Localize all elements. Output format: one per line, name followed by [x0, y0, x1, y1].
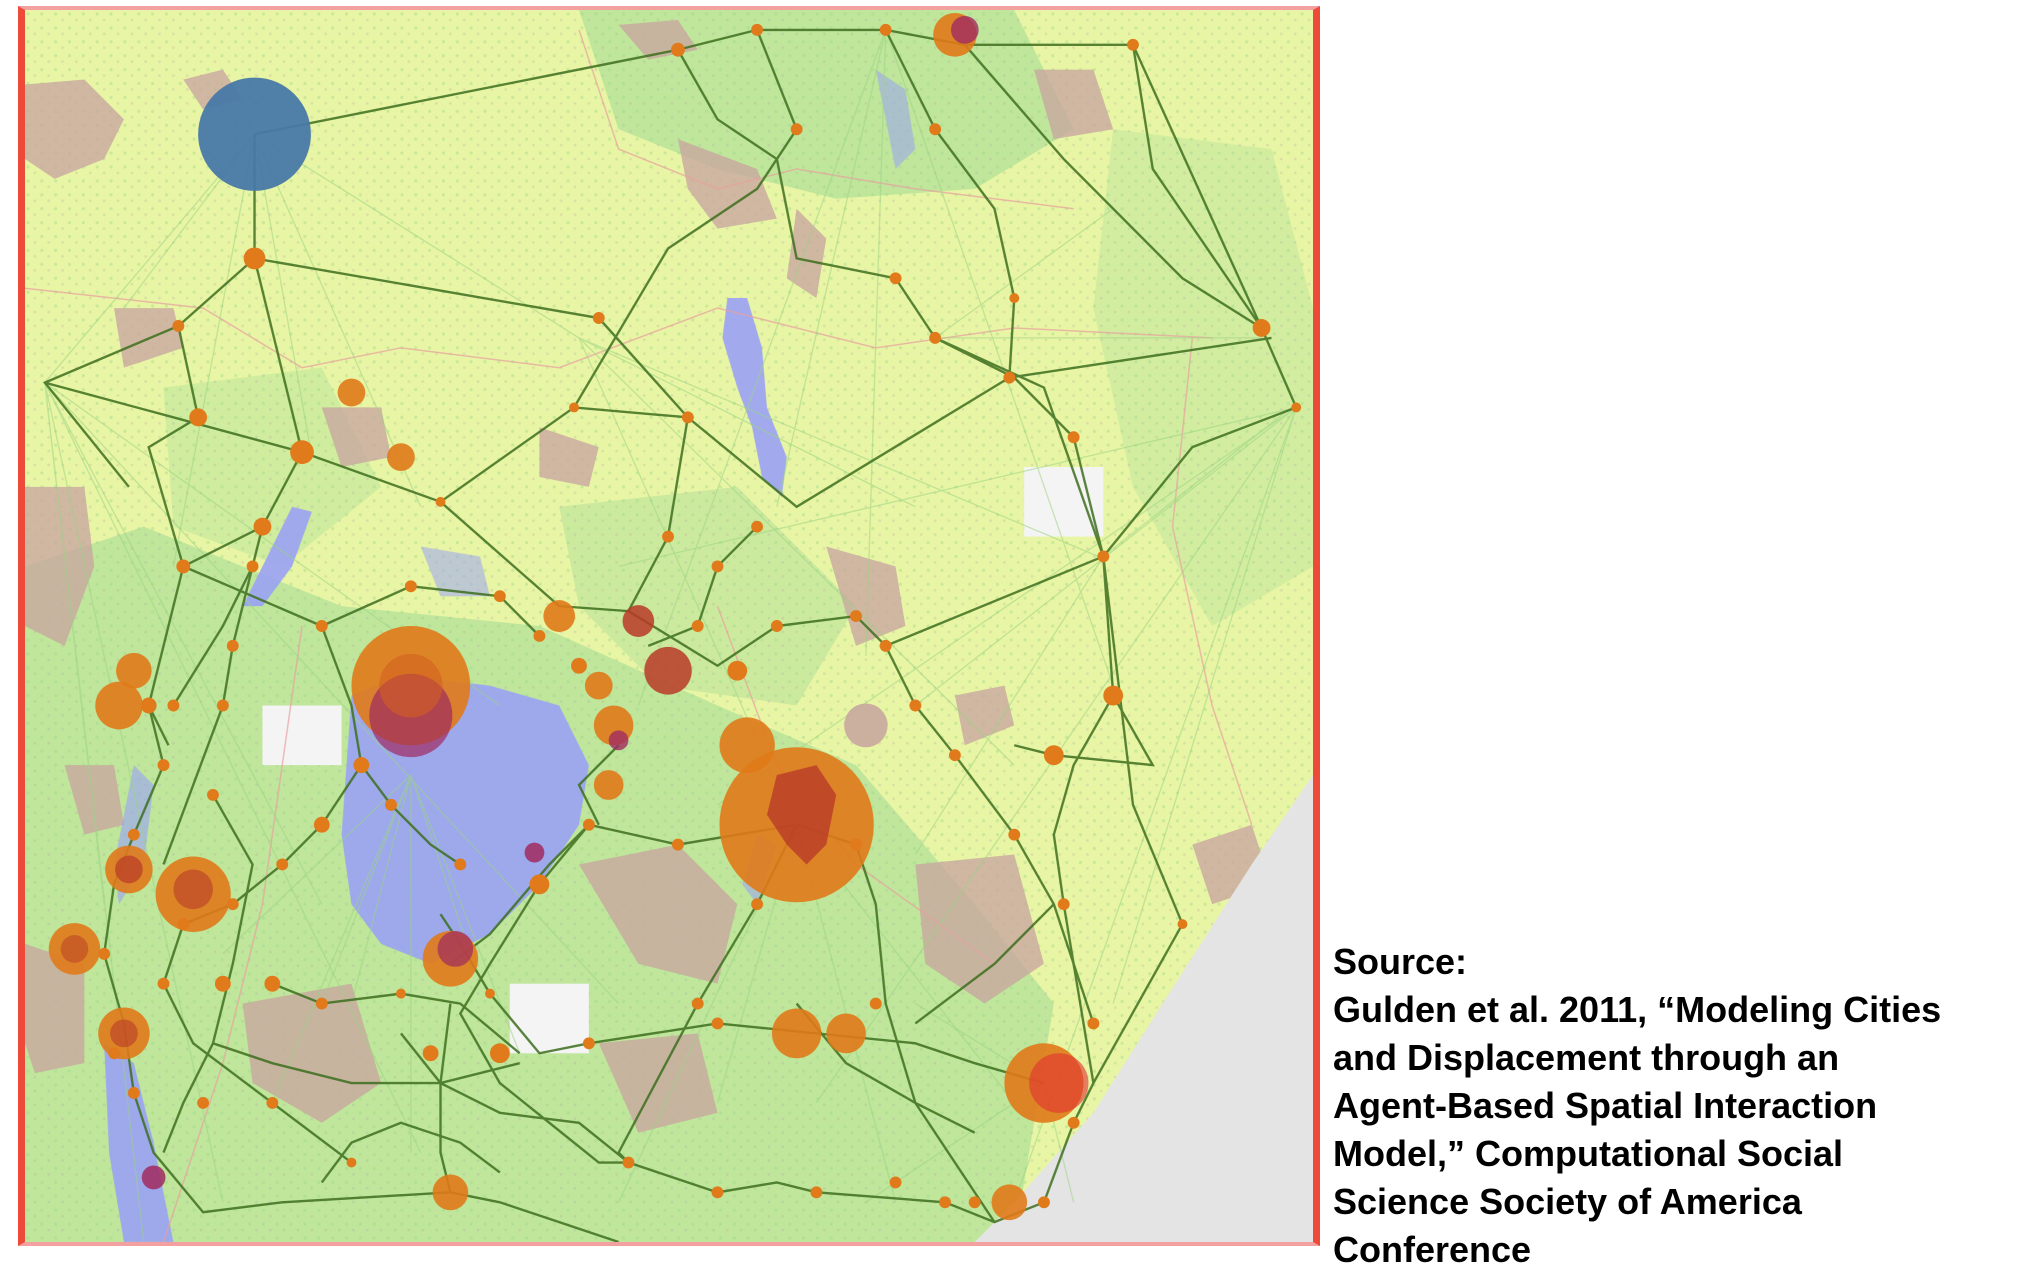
sea-area: [974, 775, 1313, 1242]
caption-line-5: Model,” Computational Social: [1333, 1133, 1844, 1174]
caption-line-3: and Displacement through an: [1333, 1037, 1840, 1078]
urban-patches: [25, 19, 1272, 1133]
network-nodes: [98, 23, 1302, 1209]
source-caption: Source: Gulden et al. 2011, “Modeling Ci…: [1333, 938, 2008, 1274]
capital-city: [198, 77, 311, 191]
city-layer: [48, 12, 1089, 1221]
network-map: [18, 6, 1320, 1246]
caption-line-2: Gulden et al. 2011, “Modeling Cities: [1333, 989, 1942, 1030]
northern-lake: [722, 298, 787, 497]
caption-line-4: Agent-Based Spatial Interaction: [1333, 1085, 1878, 1126]
caption-line-7: Conference: [1333, 1229, 1532, 1270]
southwest-lake: [104, 1043, 174, 1242]
western-lake: [242, 506, 312, 607]
blank-tiles: [262, 467, 1104, 1054]
caption-line-6: Science Society of America: [1333, 1181, 1802, 1222]
map-canvas: [25, 10, 1313, 1242]
caption-line-1: Source:: [1333, 941, 1468, 982]
city-core: [766, 765, 837, 865]
